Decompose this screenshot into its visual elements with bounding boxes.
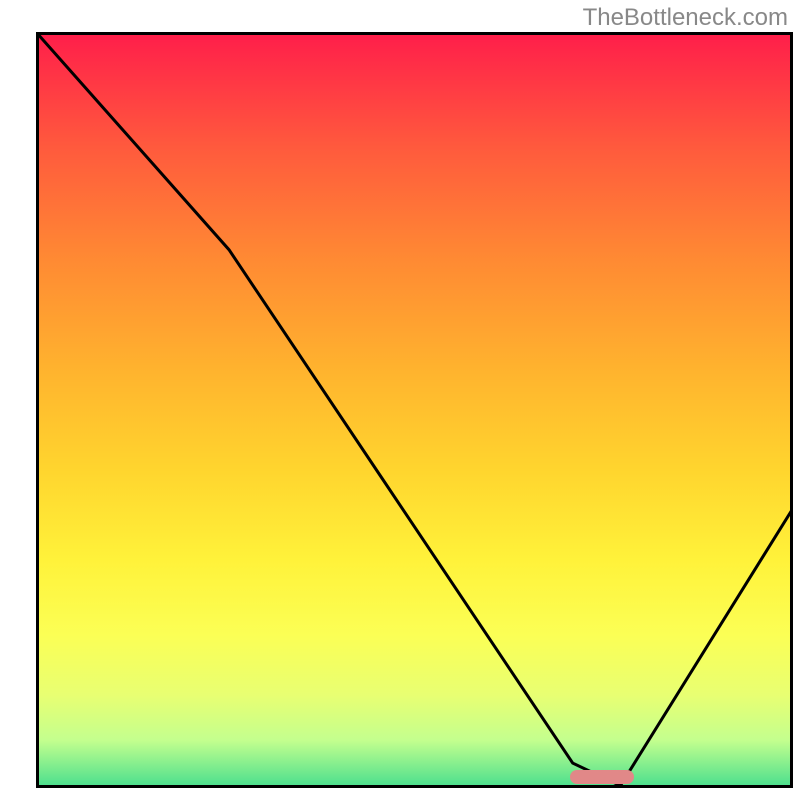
curve-path <box>36 32 793 786</box>
bottleneck-chart: TheBottleneck.com <box>0 0 800 800</box>
bottleneck-curve <box>36 32 793 788</box>
bottleneck-marker <box>570 770 634 784</box>
watermark-label: TheBottleneck.com <box>583 4 788 32</box>
